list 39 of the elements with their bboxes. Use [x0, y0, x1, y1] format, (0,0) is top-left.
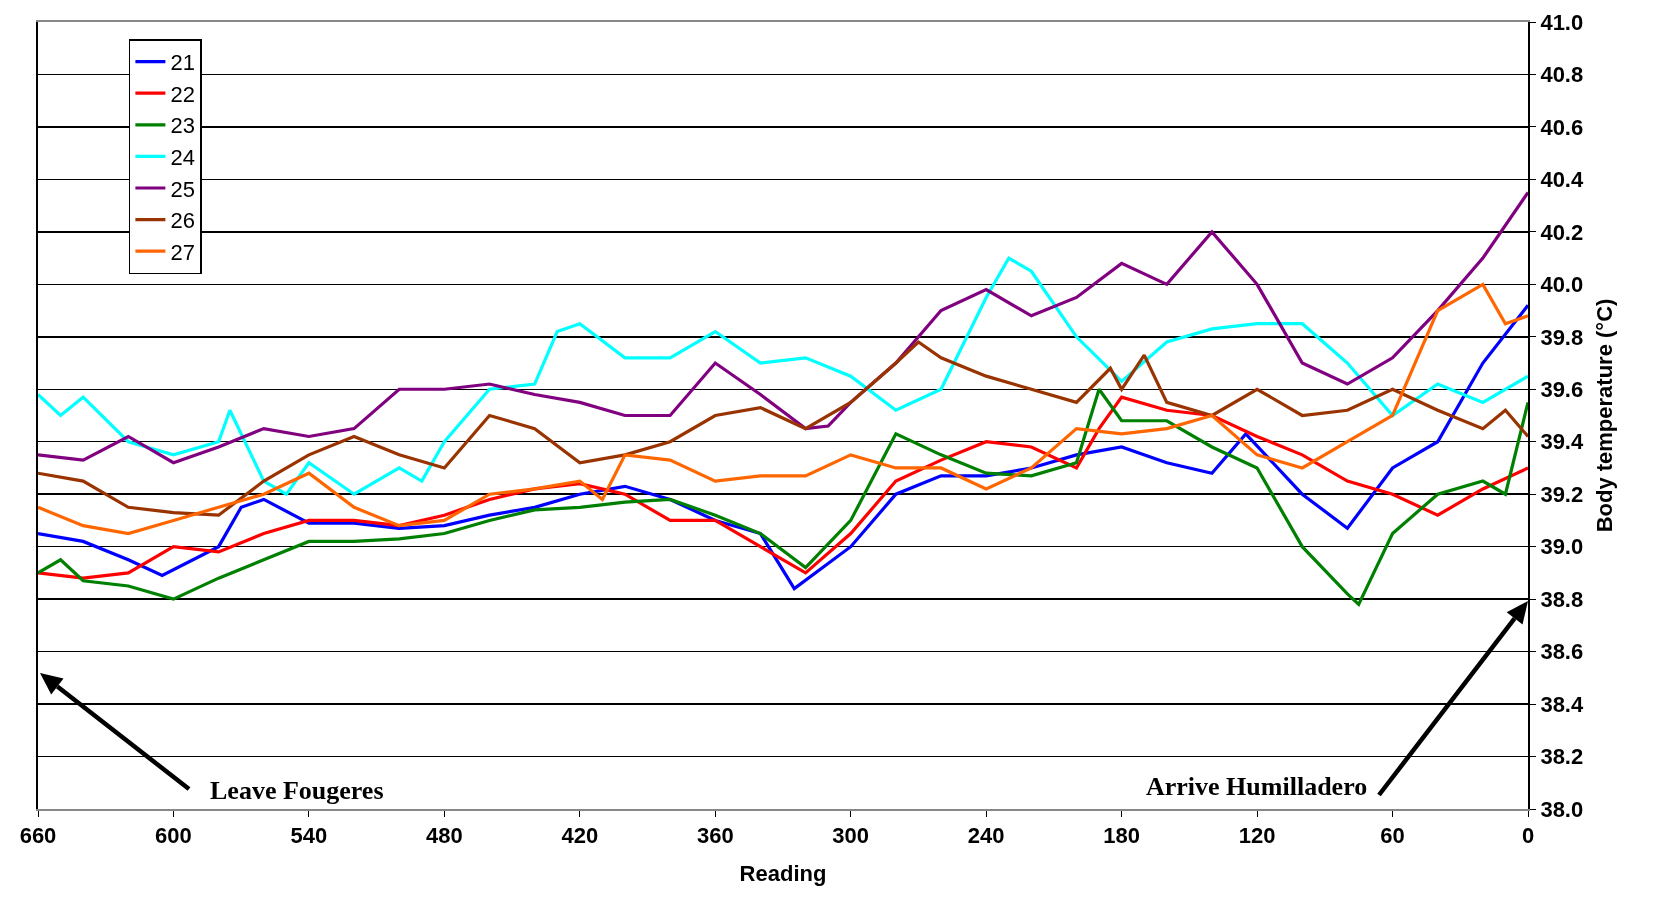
legend-label: 21	[170, 50, 195, 76]
y-tick-label: 38.0	[1540, 796, 1584, 822]
x-tick-label: 0	[1521, 823, 1535, 849]
y-tick-label: 40.4	[1540, 167, 1584, 193]
legend-label: 23	[170, 113, 195, 139]
y-tick-label: 41.0	[1540, 9, 1584, 35]
legend-label: 22	[170, 81, 195, 107]
y-tick-label: 38.8	[1540, 586, 1584, 612]
x-tick-label: 660	[19, 823, 57, 849]
x-axis-title: Reading	[739, 860, 827, 886]
y-tick-label: 39.4	[1540, 429, 1584, 455]
x-tick-label: 60	[1380, 823, 1405, 849]
legend-label: 26	[170, 208, 195, 234]
y-tick-label: 39.8	[1540, 324, 1584, 350]
annotation: Leave Fougeres	[210, 776, 384, 805]
y-tick-label: 38.2	[1540, 744, 1584, 770]
y-tick-label: 40.8	[1540, 62, 1584, 88]
x-tick-label: 300	[832, 823, 870, 849]
legend-label: 25	[170, 176, 195, 202]
legend-label: 27	[170, 239, 195, 265]
y-tick-label: 38.6	[1540, 639, 1584, 665]
x-tick-label: 120	[1238, 823, 1276, 849]
annotation: Arrive Humilladero	[1146, 772, 1368, 801]
x-tick-label: 480	[426, 823, 463, 849]
y-tick-label: 40.6	[1540, 114, 1584, 140]
y-tick-label: 38.4	[1540, 691, 1584, 717]
y-axis-title: Body temperature (°C)	[1592, 298, 1618, 533]
x-tick-label: 600	[155, 823, 192, 849]
x-tick-label: 420	[561, 823, 599, 849]
x-tick-label: 240	[967, 823, 1005, 849]
y-tick-label: 39.2	[1540, 481, 1584, 507]
y-tick-label: 40.0	[1540, 272, 1584, 298]
x-tick-label: 540	[290, 823, 328, 849]
legend-label: 24	[170, 144, 195, 170]
x-tick-label: 180	[1103, 823, 1140, 849]
y-tick-label: 40.2	[1540, 219, 1584, 245]
x-tick-label: 360	[696, 823, 734, 849]
y-tick-label: 39.6	[1540, 376, 1584, 402]
y-tick-label: 39.0	[1540, 534, 1584, 560]
